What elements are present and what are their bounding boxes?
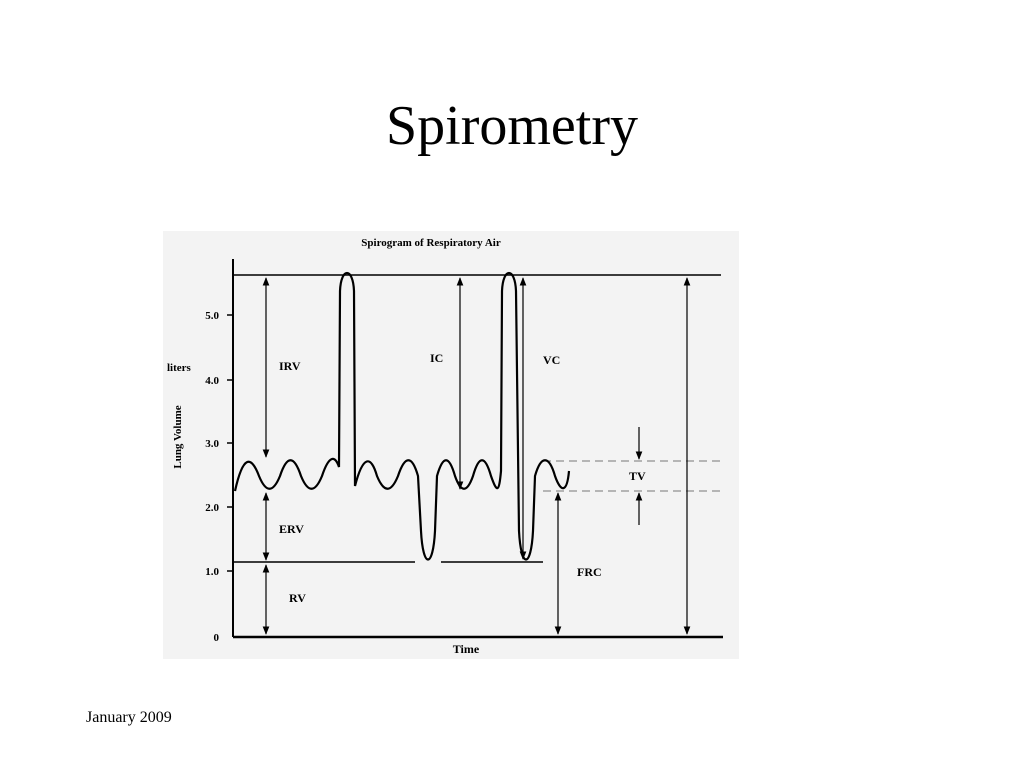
spirogram-trace <box>233 271 571 561</box>
vc-label: VC <box>543 353 560 367</box>
figure-title: Spirogram of Respiratory Air <box>361 237 501 249</box>
y-tick-label: 2.0 <box>205 502 219 514</box>
y-tick-label: 4.0 <box>205 375 219 387</box>
rv-label: RV <box>289 591 306 605</box>
y-tick-label: 0 <box>214 632 220 644</box>
spirogram-svg: Spirogram of Respiratory Air 5.0 4.0 3.0… <box>167 237 723 656</box>
y-tick-label: 5.0 <box>205 310 219 322</box>
footer-date: January 2009 <box>86 709 172 726</box>
y-tick-label: 3.0 <box>205 438 219 450</box>
y-axis-unit: liters <box>167 362 192 374</box>
y-axis-label: Lung Volume <box>172 405 184 468</box>
y-tick-label: 1.0 <box>205 566 219 578</box>
slide-title: Spirometry <box>386 95 638 157</box>
tv-label: TV <box>629 469 646 483</box>
spirogram-figure: Spirogram of Respiratory Air 5.0 4.0 3.0… <box>163 231 739 659</box>
frc-label: FRC <box>577 565 602 579</box>
y-axis-ticks <box>227 314 233 572</box>
ic-label: IC <box>430 351 443 365</box>
x-axis-label: Time <box>453 642 480 656</box>
erv-label: ERV <box>279 522 304 536</box>
irv-label: IRV <box>279 359 301 373</box>
